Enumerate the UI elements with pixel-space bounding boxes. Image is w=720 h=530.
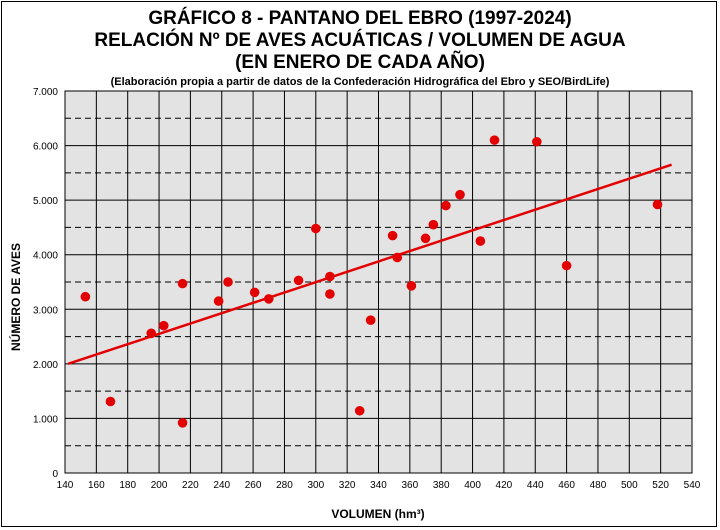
- y-tick-label: 3.000: [33, 305, 58, 316]
- x-axis-label: VOLUMEN (hm³): [331, 507, 424, 521]
- y-tick-label: 1.000: [33, 414, 58, 425]
- x-tick-label: 220: [182, 480, 199, 491]
- trendline: [67, 163, 673, 366]
- data-point: [428, 219, 439, 230]
- data-point: [475, 236, 486, 246]
- x-axis-ticks: 140 160 180 200 220 240 260 280 300 320 340 360 380 4…: [57, 480, 701, 491]
- y-tick-label: 2.000: [33, 360, 58, 371]
- data-point: [146, 328, 157, 339]
- chart-title-line-2: RELACIÓN Nº DE AVES ACUÁTICAS / VOLUMEN …: [94, 30, 626, 51]
- data-point: [263, 294, 274, 304]
- data-point: [105, 396, 116, 407]
- y-tick-label: 5.000: [33, 196, 58, 207]
- x-tick-label: 300: [307, 480, 324, 491]
- plot-border: [64, 90, 693, 474]
- data-point: [489, 135, 500, 145]
- data-point: [249, 287, 260, 298]
- y-tick-label: 7.000: [33, 87, 58, 98]
- x-tick-label: 180: [119, 480, 136, 491]
- y-axis-label: NÚMERO DE AVES: [8, 243, 23, 351]
- data-point: [561, 260, 572, 271]
- x-tick-label: 360: [402, 480, 419, 491]
- x-tick-label: 200: [151, 480, 168, 491]
- data-point: [311, 223, 321, 234]
- x-tick-label: 460: [558, 480, 575, 491]
- data-point: [420, 233, 431, 244]
- data-point: [532, 136, 542, 147]
- chart-title-line-1: GRÁFICO 8 - PANTANO DEL EBRO (1997-2024): [148, 8, 572, 29]
- x-tick-label: 160: [88, 480, 105, 491]
- data-point: [406, 281, 417, 291]
- data-point: [441, 200, 451, 211]
- chart-subtitle: (Elaboración propia a partir de datos de…: [110, 76, 610, 88]
- data-point: [177, 417, 188, 428]
- y-tick-label: 0: [52, 469, 58, 480]
- data-point: [213, 296, 224, 306]
- data-point: [325, 289, 335, 299]
- data-point: [455, 189, 465, 200]
- data-point: [392, 252, 403, 263]
- data-point: [354, 405, 365, 416]
- data-point: [177, 278, 188, 289]
- x-tick-label: 520: [652, 480, 669, 491]
- data-point: [325, 271, 335, 282]
- x-tick-label: 440: [527, 480, 544, 491]
- x-tick-label: 500: [621, 480, 638, 491]
- x-tick-label: 280: [276, 480, 293, 491]
- data-point: [80, 291, 91, 302]
- x-tick-label: 380: [433, 480, 450, 491]
- x-tick-label: 540: [684, 480, 701, 491]
- chart-title-line-3: (EN ENERO DE CADA AÑO): [235, 52, 485, 73]
- x-tick-label: 480: [590, 480, 607, 491]
- major-gridlines: [64, 90, 693, 474]
- x-tick-label: 420: [496, 480, 513, 491]
- data-point: [365, 315, 376, 326]
- y-tick-label: 4.000: [33, 251, 58, 262]
- x-tick-label: 400: [464, 480, 481, 491]
- x-tick-label: 260: [245, 480, 262, 491]
- x-tick-label: 140: [57, 480, 74, 491]
- x-tick-label: 340: [370, 480, 387, 491]
- x-tick-label: 320: [339, 480, 356, 491]
- data-point: [387, 230, 398, 241]
- data-point: [158, 320, 169, 331]
- y-tick-label: 6.000: [33, 142, 58, 153]
- x-tick-label: 240: [213, 480, 230, 491]
- y-axis-ticks: 0 1.000 2.000 3.000 4.000 5.000 6.000 7.000: [33, 87, 58, 480]
- data-points: [80, 135, 663, 428]
- data-point: [223, 277, 233, 287]
- data-point: [293, 275, 304, 286]
- data-point: [652, 199, 663, 210]
